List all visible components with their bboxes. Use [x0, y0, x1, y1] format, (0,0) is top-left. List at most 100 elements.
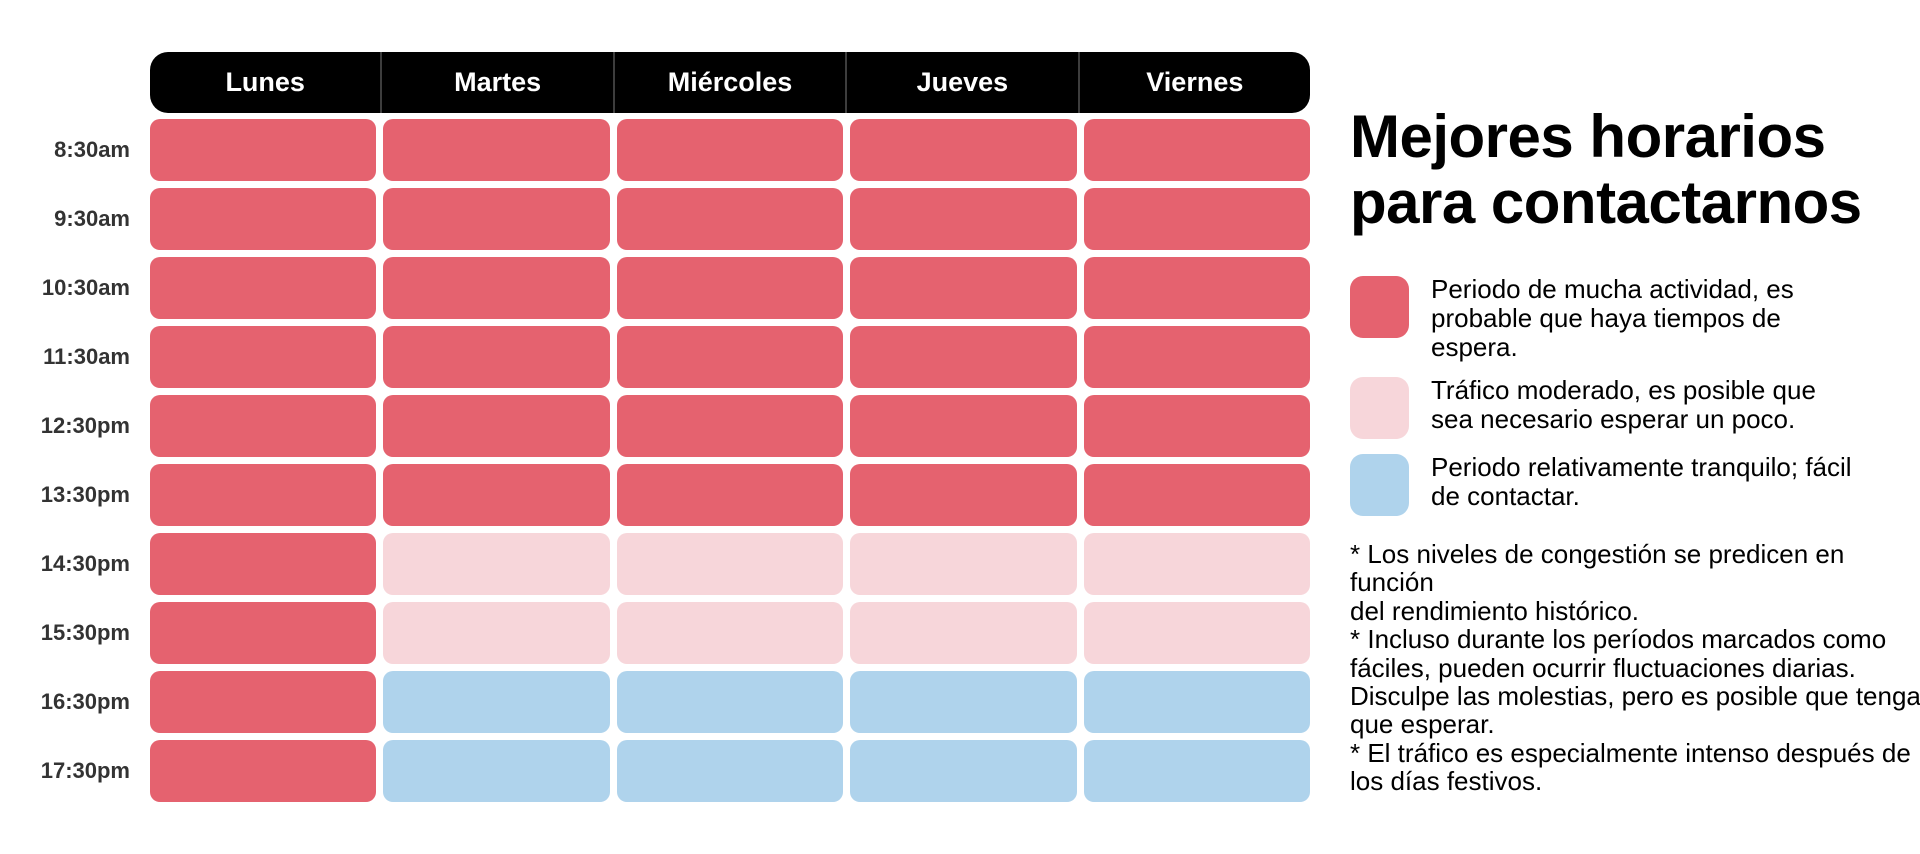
heatmap-cell — [150, 740, 377, 802]
legend-swatch-quiet — [1350, 454, 1409, 516]
heatmap-cell — [1083, 188, 1311, 250]
day-header: Miércoles — [612, 52, 845, 113]
heatmap-cell — [850, 119, 1077, 181]
heatmap-cell — [850, 533, 1077, 595]
heatmap-cell — [150, 464, 377, 526]
heatmap-cell — [616, 602, 844, 664]
day-header: Martes — [380, 52, 612, 113]
day-header: Lunes — [225, 67, 305, 97]
legend-item: Periodo relativamente tranquilo; fácil d… — [1350, 452, 1920, 516]
heatmap-cell — [616, 326, 844, 388]
heatmap-cell — [150, 257, 377, 319]
heatmap-cell — [150, 395, 377, 457]
row-cells — [150, 533, 1311, 595]
footnote: * Los niveles de congestión se predicen … — [1350, 539, 1845, 626]
heatmap-cell — [383, 188, 610, 250]
heatmap-cell — [850, 464, 1077, 526]
schedule-heatmap: Lunes Martes Miércoles Jueves Viernes 8:30am… — [0, 52, 1340, 809]
legend-item: Tráfico moderado, es posible que sea nec… — [1350, 375, 1920, 439]
schedule-row: 8:30am — [0, 119, 1340, 181]
heatmap-cell — [850, 602, 1077, 664]
heatmap-cell — [1083, 257, 1311, 319]
time-label: 14:30pm — [40, 551, 130, 576]
time-label: 16:30pm — [40, 689, 130, 714]
heatmap-cell — [150, 326, 377, 388]
heatmap-cell — [383, 257, 610, 319]
schedule-row: 9:30am — [0, 188, 1340, 250]
heatmap-cell — [1083, 395, 1311, 457]
time-label: 13:30pm — [40, 482, 130, 507]
heatmap-cell — [616, 533, 844, 595]
day-header: Jueves — [845, 52, 1077, 113]
heatmap-cell — [1083, 602, 1311, 664]
heatmap-cell — [850, 671, 1077, 733]
row-cells — [150, 602, 1311, 664]
day-header: Viernes — [1077, 52, 1310, 113]
heatmap-cell — [850, 257, 1077, 319]
heatmap-cell — [616, 257, 844, 319]
heatmap-cell — [383, 395, 610, 457]
row-cells — [150, 257, 1311, 319]
legend-label: Periodo relativamente tranquilo; fácil d… — [1431, 452, 1852, 511]
time-label: 17:30pm — [40, 758, 130, 783]
heatmap-cell — [1083, 119, 1311, 181]
legend-swatch-busy — [1350, 276, 1409, 338]
legend-item: Periodo de mucha actividad, es probable … — [1350, 274, 1920, 362]
row-cells — [150, 119, 1311, 181]
time-label: 9:30am — [54, 206, 130, 231]
footnote: * El tráfico es especialmente intenso de… — [1350, 737, 1911, 797]
row-cells — [150, 188, 1311, 250]
schedule-row: 10:30am — [0, 257, 1340, 319]
heatmap-cell — [383, 533, 610, 595]
row-cells — [150, 740, 1311, 802]
time-label: 10:30am — [41, 275, 130, 300]
schedule-row: 11:30am — [0, 326, 1340, 388]
heatmap-cell — [1083, 533, 1311, 595]
heatmap-cell — [150, 671, 377, 733]
heatmap-cell — [616, 740, 844, 802]
heatmap-cell — [150, 188, 377, 250]
time-label: 8:30am — [54, 137, 130, 162]
heatmap-cell — [150, 119, 377, 181]
info-panel: Mejores horarios para contactarnos Perio… — [1350, 104, 1920, 796]
heatmap-cell — [850, 740, 1077, 802]
heatmap-cell — [616, 671, 844, 733]
heatmap-cell — [616, 395, 844, 457]
heatmap-cell — [1083, 326, 1311, 388]
legend-label: Periodo de mucha actividad, es probable … — [1431, 274, 1794, 362]
heatmap-cell — [383, 602, 610, 664]
row-cells — [150, 464, 1311, 526]
time-gutter-spacer — [0, 52, 150, 113]
heatmap-cell — [383, 119, 610, 181]
heatmap-cell — [850, 326, 1077, 388]
page-title: Mejores horarios para contactarnos — [1350, 103, 1862, 236]
heatmap-cell — [616, 119, 844, 181]
time-label: 12:30pm — [40, 413, 130, 438]
heatmap-cell — [1083, 740, 1311, 802]
heatmap-cell — [850, 395, 1077, 457]
legend-label: Tráfico moderado, es posible que sea nec… — [1431, 375, 1816, 434]
schedule-row: 14:30pm — [0, 533, 1340, 595]
heatmap-cell — [616, 464, 844, 526]
time-label: 11:30am — [43, 344, 130, 369]
heatmap-cell — [616, 188, 844, 250]
day-header-bar: Lunes Martes Miércoles Jueves Viernes — [150, 52, 1310, 113]
heatmap-cell — [383, 671, 610, 733]
heatmap-cell — [150, 533, 377, 595]
legend: Periodo de mucha actividad, es probable … — [1350, 274, 1920, 516]
time-label: 15:30pm — [40, 620, 130, 645]
row-cells — [150, 671, 1311, 733]
schedule-row: 12:30pm — [0, 395, 1340, 457]
day-header-row: Lunes Martes Miércoles Jueves Viernes — [0, 52, 1340, 113]
legend-swatch-moderate — [1350, 377, 1409, 439]
heatmap-cell — [150, 602, 377, 664]
schedule-row: 17:30pm — [0, 740, 1340, 802]
heatmap-cell — [383, 326, 610, 388]
schedule-row: 13:30pm — [0, 464, 1340, 526]
row-cells — [150, 395, 1311, 457]
heatmap-rows: 8:30am 9:30am 10:30am 11:30am 12:30pm 13:30pm… — [0, 119, 1340, 802]
heatmap-cell — [383, 740, 610, 802]
heatmap-cell — [1083, 464, 1311, 526]
row-cells — [150, 326, 1311, 388]
